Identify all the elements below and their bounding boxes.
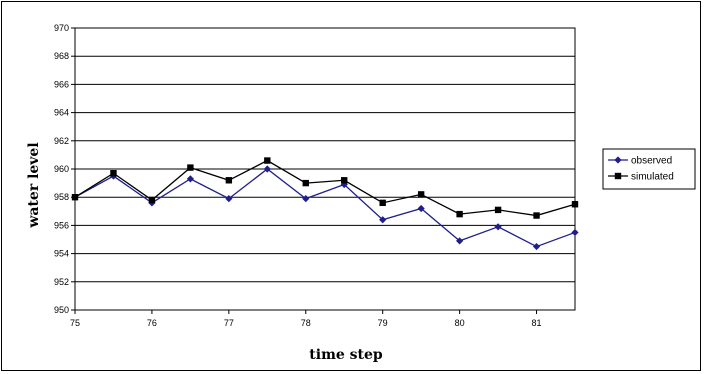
y-tick-label: 966 bbox=[54, 79, 69, 89]
observed-point bbox=[532, 242, 541, 251]
observed-point bbox=[494, 223, 502, 231]
x-tick-label: 76 bbox=[147, 318, 157, 328]
simulated-point bbox=[456, 210, 463, 218]
x-tick-label: 77 bbox=[224, 318, 234, 328]
x-axis-title: time step bbox=[309, 347, 383, 363]
y-tick-label: 964 bbox=[54, 108, 69, 118]
simulated-point bbox=[148, 196, 156, 204]
y-tick-label: 950 bbox=[54, 305, 69, 315]
observed-point bbox=[186, 175, 194, 183]
y-tick-label: 960 bbox=[54, 164, 69, 174]
x-tick-label: 80 bbox=[455, 318, 465, 328]
y-tick-label: 956 bbox=[54, 220, 69, 230]
y-tick-label: 970 bbox=[54, 23, 69, 33]
y-tick-label: 952 bbox=[54, 277, 69, 287]
observed-point bbox=[302, 195, 310, 203]
x-tick-label: 81 bbox=[532, 318, 542, 328]
legend-entry-observed: observed bbox=[608, 156, 672, 167]
observed-point bbox=[456, 237, 464, 245]
observed-point bbox=[417, 204, 425, 213]
simulated-line bbox=[74, 159, 576, 217]
simulated-point bbox=[494, 206, 502, 214]
simulated-point bbox=[187, 164, 194, 171]
y-tick-label: 962 bbox=[54, 136, 69, 146]
simulated-point bbox=[379, 199, 386, 207]
observed-point bbox=[379, 216, 387, 224]
simulated-point bbox=[225, 177, 233, 184]
x-tick-label: 78 bbox=[301, 318, 311, 328]
simulated-point bbox=[533, 212, 540, 219]
simulated-point bbox=[110, 170, 117, 177]
x-axis-ticks: 75 76 77 78 79 80 81 bbox=[70, 310, 542, 328]
legend-box bbox=[602, 148, 696, 190]
simulated-point bbox=[417, 191, 425, 198]
legend: observed simulated bbox=[602, 148, 696, 190]
legend-entry-simulated: simulated bbox=[608, 172, 674, 183]
y-tick-label: 968 bbox=[54, 51, 69, 61]
legend-swatch-marker bbox=[614, 156, 622, 164]
legend-label: simulated bbox=[631, 172, 674, 183]
observed-line bbox=[74, 168, 576, 248]
x-tick-label: 79 bbox=[378, 318, 388, 328]
simulated-point bbox=[264, 157, 271, 164]
series-simulated bbox=[71, 157, 579, 219]
legend-label: observed bbox=[631, 156, 672, 167]
legend-swatch-marker bbox=[614, 172, 622, 180]
observed-point bbox=[225, 195, 233, 203]
simulated-point bbox=[571, 201, 579, 208]
grid-lines bbox=[75, 27, 575, 311]
y-axis-title: water level bbox=[26, 142, 42, 228]
y-tick-label: 958 bbox=[54, 192, 69, 202]
simulated-point bbox=[71, 194, 79, 201]
x-tick-label: 75 bbox=[70, 318, 80, 328]
simulated-point bbox=[302, 179, 309, 187]
observed-point bbox=[263, 165, 271, 173]
y-tick-label: 954 bbox=[54, 249, 69, 259]
simulated-point bbox=[341, 177, 348, 184]
series-layer bbox=[71, 157, 579, 251]
series-observed bbox=[71, 165, 579, 251]
y-axis-ticks: 950 952 954 956 958 960 962 964 966 968 970 bbox=[54, 23, 75, 315]
observed-point bbox=[571, 228, 579, 237]
